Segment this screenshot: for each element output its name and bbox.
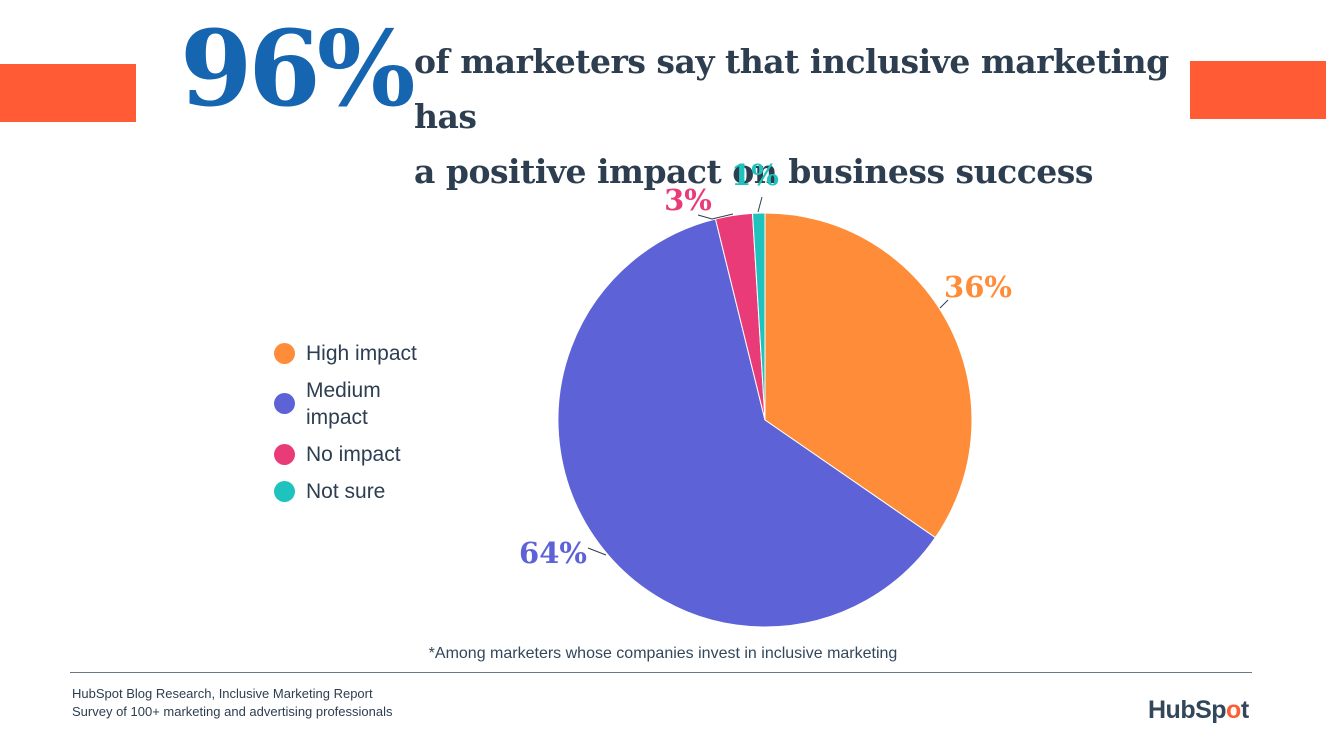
legend-label: Medium impact — [306, 379, 381, 429]
pie-slice-medium-impact — [557, 218, 937, 628]
legend-swatch — [274, 393, 295, 414]
headline-line-2: a positive impact on business success — [414, 152, 1093, 191]
legend-item-not-sure: Not sure — [274, 478, 446, 505]
legend-swatch — [274, 444, 295, 465]
legend-label: High impact — [306, 342, 417, 365]
footer-divider — [70, 672, 1252, 673]
chart-legend: High impact Medium impact No impact Not … — [274, 340, 446, 515]
data-label-high-impact: 36% — [944, 270, 1012, 304]
legend-item-high-impact: High impact — [274, 340, 446, 367]
pie-slice-high-impact — [764, 212, 973, 539]
logo-text-1: HubSp — [1148, 696, 1227, 724]
headline: of marketers say that inclusive marketin… — [414, 34, 1174, 199]
legend-swatch — [274, 343, 295, 364]
leader-line — [587, 547, 607, 556]
accent-bar-left — [0, 64, 136, 122]
logo-text-2: t — [1240, 696, 1249, 724]
legend-label: Not sure — [306, 480, 386, 503]
data-label-not-sure: 1% — [731, 158, 779, 192]
data-label-medium-impact: 64% — [519, 536, 587, 570]
hubspot-logo: HubSpot — [1148, 696, 1249, 725]
headline-stat: 96% — [180, 7, 416, 130]
pie-slice-not-sure — [751, 212, 766, 421]
legend-label: No impact — [306, 443, 401, 466]
data-label-no-impact: 3% — [664, 183, 712, 217]
source-line-2: Survey of 100+ marketing and advertising… — [72, 704, 393, 719]
source-line-1: HubSpot Blog Research, Inclusive Marketi… — [72, 686, 373, 701]
legend-item-medium-impact: Medium impact — [274, 377, 446, 431]
leader-line — [697, 213, 734, 220]
footnote: *Among marketers whose companies invest … — [428, 645, 898, 662]
source-citation: HubSpot Blog Research, Inclusive Marketi… — [72, 685, 393, 721]
legend-item-no-impact: No impact — [274, 441, 446, 468]
headline-line-1: of marketers say that inclusive marketin… — [414, 42, 1169, 136]
logo-sprocket: o — [1226, 696, 1241, 724]
leader-line — [939, 299, 949, 309]
legend-swatch — [274, 481, 295, 502]
leader-line — [757, 196, 763, 213]
accent-bar-right — [1190, 61, 1326, 119]
